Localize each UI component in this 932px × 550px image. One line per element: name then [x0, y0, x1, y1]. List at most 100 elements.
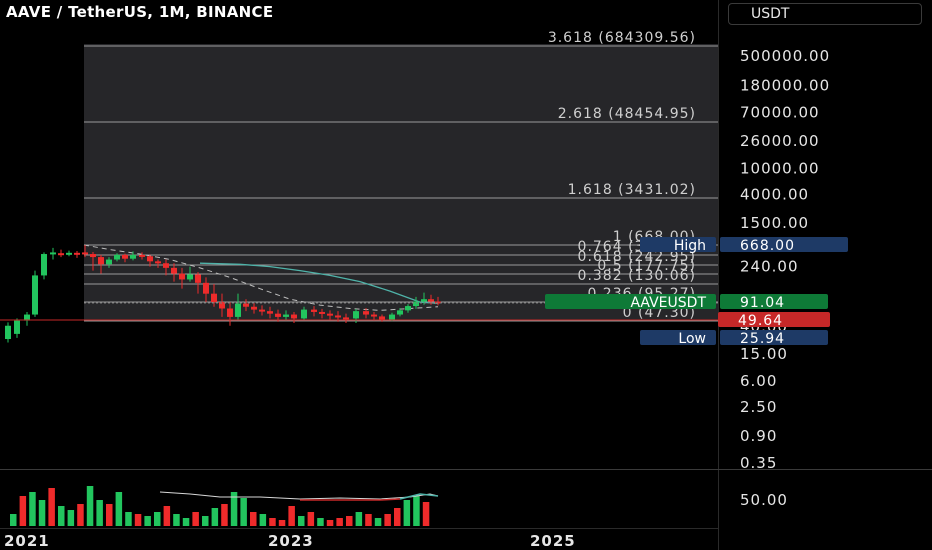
fib-label: 2.618 (48454.95): [558, 106, 696, 122]
volume-bar: [250, 512, 257, 526]
time-label: 2025: [530, 532, 576, 550]
volume-bar: [182, 518, 190, 526]
candle-body: [203, 282, 209, 294]
candle-body: [227, 308, 233, 317]
candle-body: [335, 315, 341, 318]
candle-body: [50, 252, 56, 255]
volume-bar: [307, 512, 315, 526]
candle-body: [311, 309, 317, 312]
volume-bar: [19, 496, 27, 526]
volume-pane-separator[interactable]: [0, 469, 932, 470]
candle-body: [397, 310, 403, 315]
fib-label: 0.5 (177.75): [597, 258, 696, 274]
candle-body: [114, 254, 120, 260]
price-tick: 0.35: [740, 454, 777, 472]
volume-bar: [115, 492, 123, 526]
volume-bar: [326, 520, 334, 526]
volume-bar: [288, 506, 295, 526]
candle-body: [327, 313, 333, 316]
candle-body: [211, 293, 217, 303]
time-axis-separator: [0, 528, 718, 529]
volume-bar: [86, 486, 94, 526]
candle-body: [82, 252, 88, 255]
candle-body: [74, 252, 80, 255]
moving-average-lines: [83, 244, 439, 311]
volume-bar: [240, 498, 247, 526]
volume-tick-label: 50.00: [740, 491, 788, 509]
volume-bar: [422, 502, 430, 526]
candle-body: [24, 314, 30, 321]
candle-body: [41, 254, 47, 276]
symbol-badge-value-bg: [720, 294, 828, 309]
low-badge-value: 25.94: [740, 331, 785, 347]
price-axis-ticks: 500000.00 180000.00 70000.00 26000.00 10000.…: [740, 47, 830, 472]
fib-label: 0.382 (130.06): [578, 268, 696, 284]
volume-ma-teal: [399, 493, 439, 500]
high-badge-label: High: [674, 238, 706, 254]
volume-bar: [346, 516, 353, 526]
candle-body: [171, 267, 177, 274]
candle-body: [405, 306, 411, 311]
price-tick: 15.00: [740, 345, 788, 363]
ma-dashed: [83, 244, 439, 311]
price-tick: 10000.00: [740, 159, 820, 177]
last-price-badge-value-bg: [718, 312, 830, 327]
chart-title[interactable]: AAVE / TetherUS, 1M, BINANCE: [6, 3, 274, 21]
volume-bar: [144, 516, 151, 526]
high-badge-value: 668.00: [740, 238, 795, 254]
candle-body: [371, 314, 377, 317]
time-label: 2021: [4, 532, 50, 550]
candle-body: [343, 317, 349, 320]
volume-bar: [374, 518, 382, 526]
volume-bar: [230, 492, 238, 526]
candle-body: [179, 273, 185, 280]
currency-selector[interactable]: USDT: [728, 3, 922, 25]
candle-body: [379, 316, 385, 320]
candle-body: [139, 254, 145, 257]
volume-bar: [384, 514, 391, 526]
candle-body: [130, 254, 136, 259]
price-tick: 0.90: [740, 427, 777, 445]
price-tick: 500000.00: [740, 47, 830, 65]
volume-bar: [298, 516, 305, 526]
candle-body: [58, 253, 64, 256]
volume-bar: [336, 518, 343, 526]
volume-bar: [125, 512, 132, 526]
volume-bar: [106, 504, 113, 526]
candle-body: [291, 314, 297, 319]
candle-body: [243, 303, 249, 307]
volume-bar: [317, 518, 324, 526]
candle-body: [32, 275, 38, 315]
candle-body: [195, 274, 201, 283]
symbol-badge-label: AAVEUSDT: [630, 295, 706, 311]
fib-label: 3.618 (684309.56): [548, 30, 696, 46]
candle-body: [421, 299, 427, 302]
volume-bar: [163, 506, 171, 526]
candle-body: [353, 311, 359, 319]
volume-bar: [77, 504, 84, 526]
candle-body: [267, 311, 273, 314]
candle-body: [122, 254, 128, 259]
candle-body: [428, 299, 434, 302]
time-axis-labels: 2021 2023 2025: [4, 532, 576, 550]
volume-bar: [394, 508, 401, 526]
volume-bar: [10, 514, 17, 526]
volume-bar: [96, 500, 103, 526]
price-tick: 2.50: [740, 398, 777, 416]
candle-body: [389, 314, 395, 320]
low-badge-label-bg: [640, 330, 716, 345]
volume-bar: [355, 512, 363, 526]
price-axis-separator: [718, 0, 719, 550]
price-badges: High 668.00 AAVEUSDT 91.04 49.64 Low 25.94: [545, 237, 848, 347]
candle-body: [251, 306, 257, 310]
volume-axis-tick: 50.00: [740, 491, 788, 509]
fib-label: 0.618 (242.95): [578, 249, 696, 265]
volume-ma-red: [300, 498, 401, 501]
volume-bar: [134, 514, 142, 526]
price-tick: 6.00: [740, 372, 777, 390]
volume-bar: [29, 492, 36, 526]
candle-body: [66, 252, 72, 255]
volume-bar: [221, 504, 228, 526]
volume-bars: [10, 486, 430, 526]
